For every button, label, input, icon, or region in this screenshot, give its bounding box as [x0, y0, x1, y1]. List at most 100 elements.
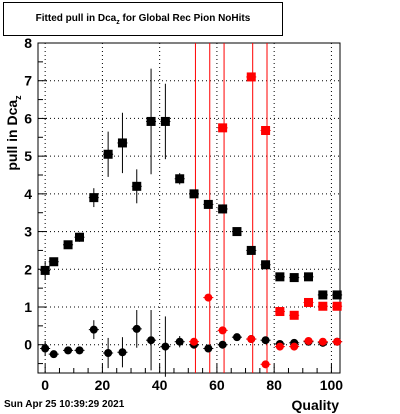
data-point — [203, 293, 214, 302]
data-point — [117, 112, 128, 174]
circle-marker — [64, 346, 73, 355]
x-tick-label: 0 — [41, 377, 49, 393]
data-point — [48, 257, 59, 267]
square-marker — [146, 116, 156, 126]
y-tick-label: 7 — [24, 73, 32, 89]
square-marker — [132, 181, 142, 191]
square-marker — [89, 193, 99, 203]
circle-marker — [132, 324, 141, 333]
square-marker — [232, 227, 242, 237]
circle-marker — [261, 360, 270, 369]
circle-marker — [247, 335, 256, 344]
square-marker — [318, 301, 328, 311]
data-point — [48, 350, 59, 359]
circle-marker — [333, 337, 342, 346]
data-point — [217, 204, 228, 214]
data-point — [260, 125, 271, 135]
x-tick-label: 60 — [209, 377, 225, 393]
square-marker — [246, 72, 256, 82]
data-point — [303, 297, 314, 307]
data-point — [274, 272, 285, 282]
square-marker — [160, 116, 170, 126]
data-point — [174, 336, 185, 348]
data-point — [317, 290, 328, 300]
data-point — [289, 310, 300, 320]
x-axis-label: Quality — [292, 397, 340, 413]
square-marker — [304, 297, 314, 307]
x-tick-label: 80 — [266, 377, 282, 393]
circle-marker — [204, 293, 213, 302]
square-marker — [103, 149, 113, 159]
data-point — [74, 232, 85, 242]
data-point — [203, 344, 214, 353]
data-point — [74, 346, 85, 355]
data-point — [303, 272, 314, 282]
data-point — [160, 83, 171, 160]
x-tick-label: 40 — [152, 377, 168, 393]
axis-ticks: 0 20 40 60 80 100 0 1 2 3 4 5 6 7 8 — [24, 35, 343, 393]
square-marker — [117, 138, 127, 148]
data-point — [174, 173, 185, 185]
data-point — [146, 68, 157, 175]
circle-marker — [204, 344, 213, 353]
circle-marker — [175, 337, 184, 346]
square-marker — [246, 245, 256, 255]
x-tick-label: 20 — [95, 377, 111, 393]
data-point — [40, 260, 51, 280]
square-marker — [75, 232, 85, 242]
square-marker — [218, 204, 228, 214]
square-marker — [275, 307, 285, 317]
timestamp: Sun Apr 25 10:39:29 2021 — [4, 399, 125, 410]
circle-marker — [161, 342, 170, 351]
square-marker — [40, 265, 50, 275]
data-point — [246, 335, 257, 344]
data-point — [260, 360, 271, 369]
circle-marker — [118, 348, 127, 357]
plot-frame — [37, 42, 341, 374]
data-point — [217, 340, 228, 349]
data-point — [231, 227, 242, 237]
chart-title-box: Fitted pull in Dcaz for Global Rec Pion … — [3, 2, 283, 36]
square-marker — [261, 260, 271, 270]
data-point — [189, 337, 200, 346]
circle-marker — [104, 349, 113, 358]
x-tick-label: 100 — [320, 377, 344, 393]
data-point — [189, 189, 200, 199]
chart-title: Fitted pull in Dcaz for Global Rec Pion … — [35, 12, 251, 26]
square-marker — [218, 123, 228, 133]
data-point — [88, 320, 99, 340]
data-points — [40, 68, 343, 377]
y-tick-label: 2 — [24, 261, 32, 277]
data-point — [332, 290, 343, 300]
data-point — [317, 337, 328, 346]
circle-marker — [218, 340, 227, 349]
data-point — [260, 260, 271, 270]
square-marker — [332, 301, 342, 311]
data-point — [88, 188, 99, 208]
data-point — [63, 240, 74, 250]
data-point — [317, 301, 328, 311]
square-marker — [261, 125, 271, 135]
data-point — [289, 273, 300, 283]
y-tick-label: 6 — [24, 110, 32, 126]
y-tick-label: 8 — [24, 35, 32, 51]
data-point — [40, 340, 51, 357]
data-point — [246, 72, 257, 82]
data-point — [217, 123, 228, 133]
data-point — [103, 131, 114, 177]
square-marker — [318, 290, 328, 300]
circle-marker — [75, 346, 84, 355]
circle-marker — [41, 344, 50, 353]
data-point — [303, 336, 314, 345]
data-point — [274, 342, 285, 351]
data-point — [117, 337, 128, 368]
circle-marker — [89, 325, 98, 334]
data-point — [131, 310, 142, 348]
data-point — [103, 337, 114, 369]
grid-lines — [38, 42, 340, 373]
square-marker — [63, 240, 73, 250]
y-tick-label: 5 — [24, 148, 32, 164]
data-point — [260, 336, 271, 345]
y-tick-label: 1 — [24, 299, 32, 315]
